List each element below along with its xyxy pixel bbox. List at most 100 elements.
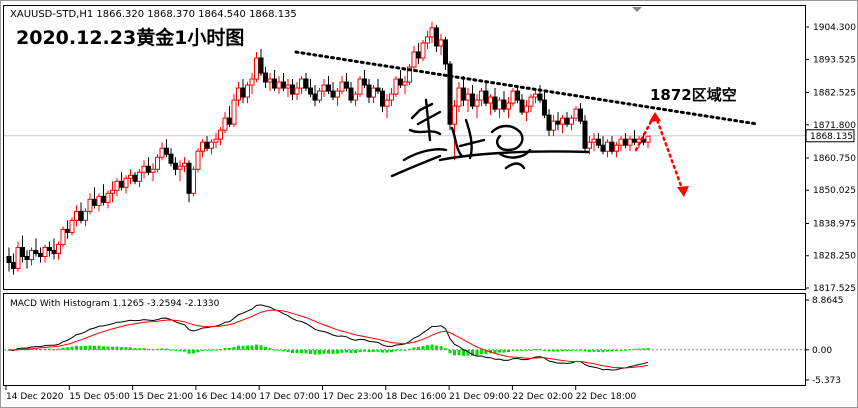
candle-bull — [510, 90, 516, 104]
macd-histogram-bar — [354, 349, 357, 354]
time-tick-label: 15 Dec 21:00 — [133, 392, 194, 402]
macd-histogram-bar — [241, 345, 245, 350]
candle-bull — [56, 243, 61, 254]
candle-bear — [578, 108, 583, 122]
macd-histogram-bar — [30, 348, 33, 350]
candle-bull — [402, 81, 408, 86]
macd-histogram-bar — [124, 347, 128, 350]
candle-bear — [461, 87, 466, 101]
macd-histogram-bar — [394, 349, 398, 351]
candle-bull — [465, 93, 471, 101]
candle-bear — [564, 117, 570, 125]
macd-histogram-bar — [147, 348, 150, 350]
macd-histogram-bar — [453, 349, 456, 356]
candle-bull — [141, 165, 147, 173]
candle-bull — [83, 210, 88, 221]
candle-bull — [276, 81, 282, 89]
chart-title: 2020.12.23黄金1小时图 — [16, 26, 244, 49]
candle-bear — [38, 252, 43, 257]
candle-bear — [542, 99, 547, 116]
candle-bull — [110, 189, 115, 194]
candle-bull — [200, 141, 205, 152]
candle-bear — [375, 87, 381, 92]
candle-bull — [150, 168, 156, 173]
chart-shift-icon[interactable] — [632, 7, 642, 12]
macd-signal-line — [8, 309, 649, 369]
arrow-head-down-icon — [677, 186, 689, 197]
candle-bull — [614, 144, 619, 152]
candle-bear — [515, 90, 520, 101]
candle-bull — [411, 51, 417, 68]
candle-bear — [434, 27, 439, 47]
candle-bull — [479, 90, 484, 101]
macd-histogram-bar — [462, 349, 465, 356]
candle-bear — [344, 81, 349, 89]
macd-histogram-bar — [102, 346, 105, 350]
candle-bull — [177, 165, 183, 170]
time-tick-label: 17 Dec 07:00 — [259, 392, 320, 402]
candle-bear — [146, 165, 151, 173]
candle-bull — [605, 141, 610, 152]
macd-histogram-bar — [507, 349, 510, 353]
candle-bull — [222, 117, 228, 131]
candle-bull — [74, 210, 79, 221]
candle-bear — [609, 141, 615, 152]
candle-bear — [501, 99, 507, 110]
candle-bull — [438, 39, 444, 47]
macd-histogram-bar — [205, 349, 209, 351]
macd-histogram-bar — [421, 345, 425, 350]
macd-histogram-bar — [295, 349, 299, 354]
candle-bull — [191, 168, 196, 194]
macd-histogram-bar — [210, 349, 213, 351]
macd-histogram-bar — [516, 349, 519, 351]
macd-histogram-bar — [601, 349, 605, 353]
macd-histogram-bar — [133, 348, 137, 350]
macd-histogram-bar — [561, 349, 564, 352]
projection-arrow-path — [634, 110, 686, 196]
macd-histogram-bar — [93, 345, 96, 350]
candle-bear — [240, 87, 246, 98]
candle-bear — [290, 84, 295, 95]
macd-histogram-bar — [178, 349, 182, 352]
candle-bull — [335, 90, 340, 98]
macd-histogram-bar — [552, 349, 555, 352]
candle-bear — [186, 162, 192, 194]
candle-bear — [78, 210, 84, 221]
macd-histogram-bar — [264, 346, 267, 350]
current-price-label: 1868.135 — [810, 132, 853, 142]
macd-histogram-bar — [493, 349, 497, 354]
macd-histogram-bar — [637, 348, 641, 350]
macd-histogram-bar — [475, 349, 479, 356]
macd-histogram-bar — [165, 348, 168, 350]
candle-bull — [267, 78, 273, 83]
candle-bear — [492, 96, 498, 110]
macd-histogram-bar — [345, 349, 348, 353]
macd-histogram-bar — [534, 349, 537, 351]
macd-histogram-bar — [606, 349, 609, 352]
candle-bull — [128, 174, 133, 179]
candle-bear — [483, 90, 489, 104]
candle-bear — [555, 120, 561, 125]
macd-histogram-bar — [151, 349, 155, 351]
macd-histogram-bar — [174, 349, 177, 351]
candle-bull — [155, 156, 160, 170]
candle-bear — [20, 246, 25, 257]
candle-bull — [317, 90, 322, 101]
candle-bear — [258, 57, 264, 74]
macd-histogram-bar — [183, 349, 186, 352]
price-tick-label: 1882.525 — [813, 88, 856, 98]
price-tick-label: 1904.300 — [813, 23, 856, 33]
macd-histogram-bar — [426, 345, 429, 350]
macd-histogram-bar — [547, 349, 551, 352]
price-tick-label: 1893.525 — [813, 55, 856, 65]
candle-bull — [506, 102, 511, 110]
macd-histogram-bar — [570, 349, 573, 351]
macd-histogram-bar — [75, 345, 78, 350]
macd-histogram-bar — [439, 346, 443, 350]
macd-histogram-bar — [52, 349, 56, 351]
macd-histogram-bar — [592, 349, 596, 352]
macd-label: MACD With Histogram 1.1265 -3.2594 -2.13… — [10, 299, 220, 309]
candle-bear — [623, 138, 628, 146]
